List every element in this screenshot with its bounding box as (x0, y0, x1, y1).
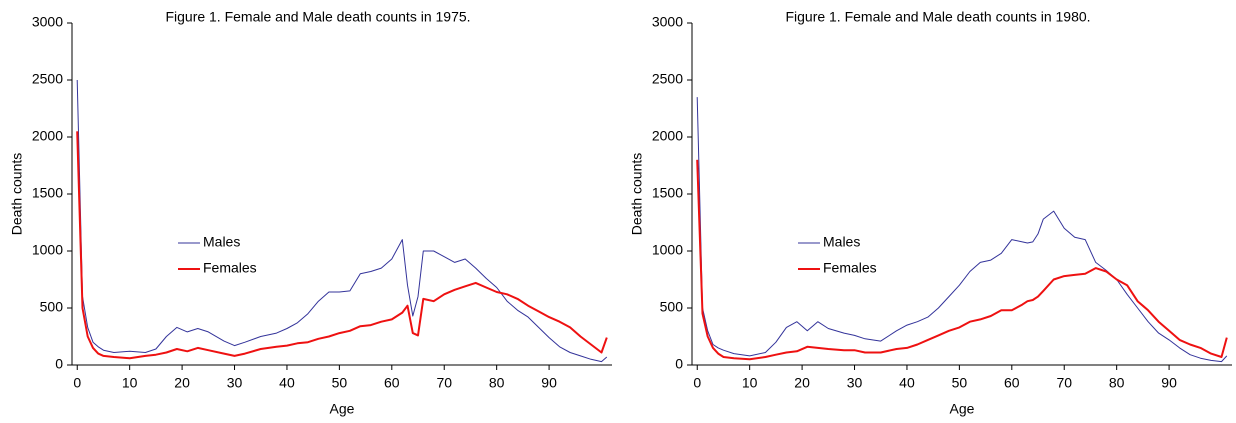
x-tick-label: 10 (742, 375, 758, 391)
x-tick-label: 60 (1004, 375, 1020, 391)
legend-label: Males (203, 234, 240, 250)
y-tick-label: 2500 (652, 71, 683, 87)
legend-label: Males (823, 234, 860, 250)
x-axis-label: Age (950, 401, 975, 417)
y-axis-label: Death counts (629, 153, 645, 236)
x-tick-label: 30 (847, 375, 863, 391)
x-tick-label: 50 (952, 375, 968, 391)
series-line (696, 97, 1228, 363)
x-tick-label: 70 (1056, 375, 1072, 391)
series-line (76, 131, 608, 360)
x-tick-label: 80 (489, 375, 505, 391)
x-tick-label: 20 (174, 375, 190, 391)
series-line (696, 159, 1228, 361)
x-tick-label: 0 (693, 375, 701, 391)
y-tick-label: 0 (55, 356, 63, 372)
y-tick-label: 500 (40, 299, 64, 315)
legend-label: Females (823, 260, 877, 276)
y-tick-label: 3000 (652, 14, 683, 30)
x-tick-label: 30 (227, 375, 243, 391)
x-tick-label: 90 (1161, 375, 1177, 391)
x-tick-label: 70 (436, 375, 452, 391)
x-tick-label: 40 (899, 375, 915, 391)
y-tick-label: 1500 (652, 185, 683, 201)
chart: Figure 1. Female and Male death counts i… (9, 9, 612, 417)
x-tick-label: 50 (332, 375, 348, 391)
chart-title: Figure 1. Female and Male death counts i… (785, 9, 1090, 25)
chart-title: Figure 1. Female and Male death counts i… (165, 9, 470, 25)
x-tick-label: 90 (541, 375, 557, 391)
series-line (76, 79, 608, 363)
x-tick-label: 0 (73, 375, 81, 391)
y-tick-label: 3000 (32, 14, 63, 30)
x-tick-label: 10 (122, 375, 138, 391)
y-tick-label: 1000 (32, 242, 63, 258)
y-tick-label: 1500 (32, 185, 63, 201)
y-tick-label: 1000 (652, 242, 683, 258)
legend-label: Females (203, 260, 257, 276)
x-tick-label: 60 (384, 375, 400, 391)
x-tick-label: 40 (279, 375, 295, 391)
y-tick-label: 2000 (652, 128, 683, 144)
y-tick-label: 500 (660, 299, 684, 315)
x-tick-label: 80 (1109, 375, 1125, 391)
chart: Figure 1. Female and Male death counts i… (629, 9, 1232, 417)
y-tick-label: 2000 (32, 128, 63, 144)
x-tick-label: 20 (794, 375, 810, 391)
y-tick-label: 2500 (32, 71, 63, 87)
y-tick-label: 0 (675, 356, 683, 372)
x-axis-label: Age (330, 401, 355, 417)
y-axis-label: Death counts (9, 153, 25, 236)
